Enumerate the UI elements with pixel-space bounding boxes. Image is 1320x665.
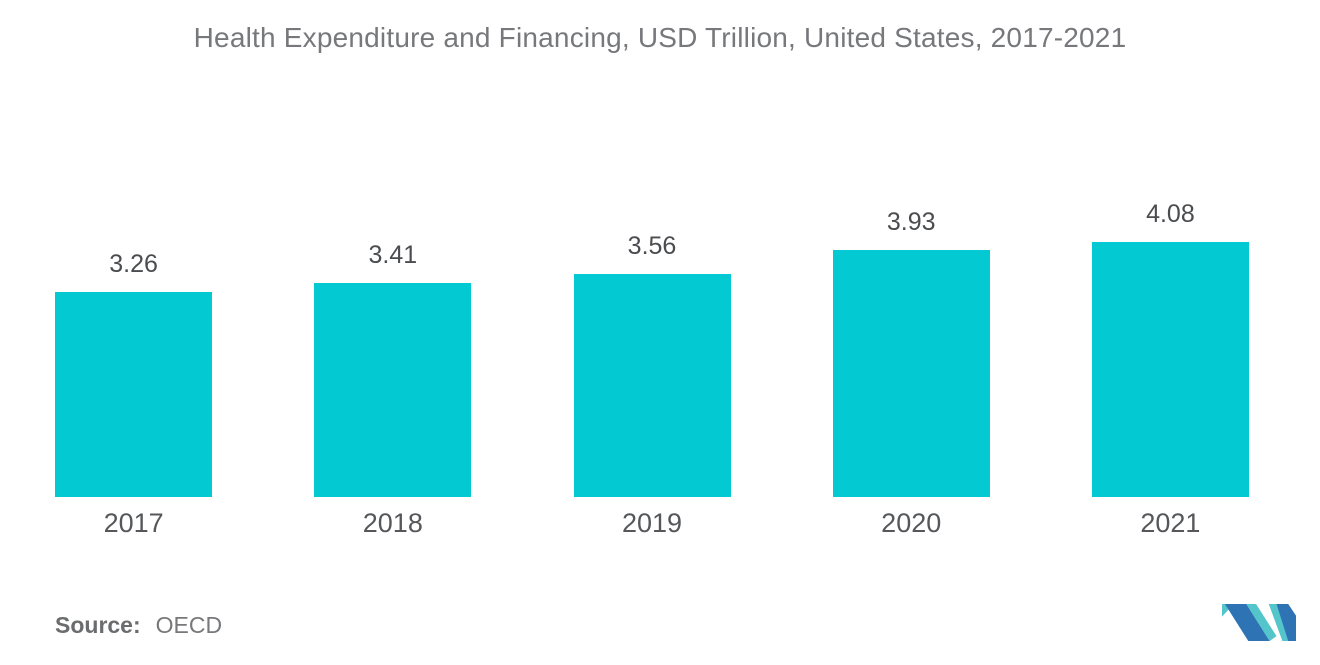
bar-value-label: 3.93	[886, 208, 936, 236]
source-value: OECD	[155, 612, 223, 638]
bar-2019	[573, 274, 731, 497]
x-axis-tick-label: 2021	[1140, 508, 1201, 539]
chart-title: Health Expenditure and Financing, USD Tr…	[193, 22, 1127, 53]
x-axis-tick-label: 2018	[362, 508, 423, 538]
bar-value-label: 3.26	[109, 250, 158, 278]
x-axis-tick-label: 2020	[881, 508, 942, 538]
x-axis-tick-label: 2017	[103, 508, 164, 538]
bar-column-2020: 3.93 2020	[782, 200, 1041, 540]
bar-2017	[55, 292, 213, 497]
logo-shape	[1276, 604, 1296, 641]
bar-column-2019: 3.56 2019	[522, 200, 781, 540]
logo-shape	[1224, 604, 1270, 641]
bar-column-2021: 4.08 2021	[1041, 200, 1300, 540]
bar-value-label: 4.08	[1146, 200, 1195, 228]
bar-chart-plot-area: 3.26 2017 3.41 2018 3.56 2019 3.93 2020 4.08 2021	[4, 200, 1300, 540]
mordor-intelligence-logo-icon	[1222, 604, 1296, 641]
bar-column-2017: 3.26 2017	[4, 200, 263, 540]
bar-value-label: 3.41	[368, 241, 418, 269]
bar-2020	[832, 250, 990, 497]
bar-column-2018: 3.41 2018	[263, 200, 522, 540]
bar-2018	[314, 283, 472, 497]
source-label: Source:	[55, 612, 141, 638]
bar-value-label: 3.56	[627, 232, 677, 260]
source-line: Source: OECD	[55, 612, 222, 639]
logo-shape	[1246, 604, 1277, 641]
x-axis-tick-label: 2019	[621, 508, 683, 538]
bar-2021	[1091, 242, 1249, 498]
